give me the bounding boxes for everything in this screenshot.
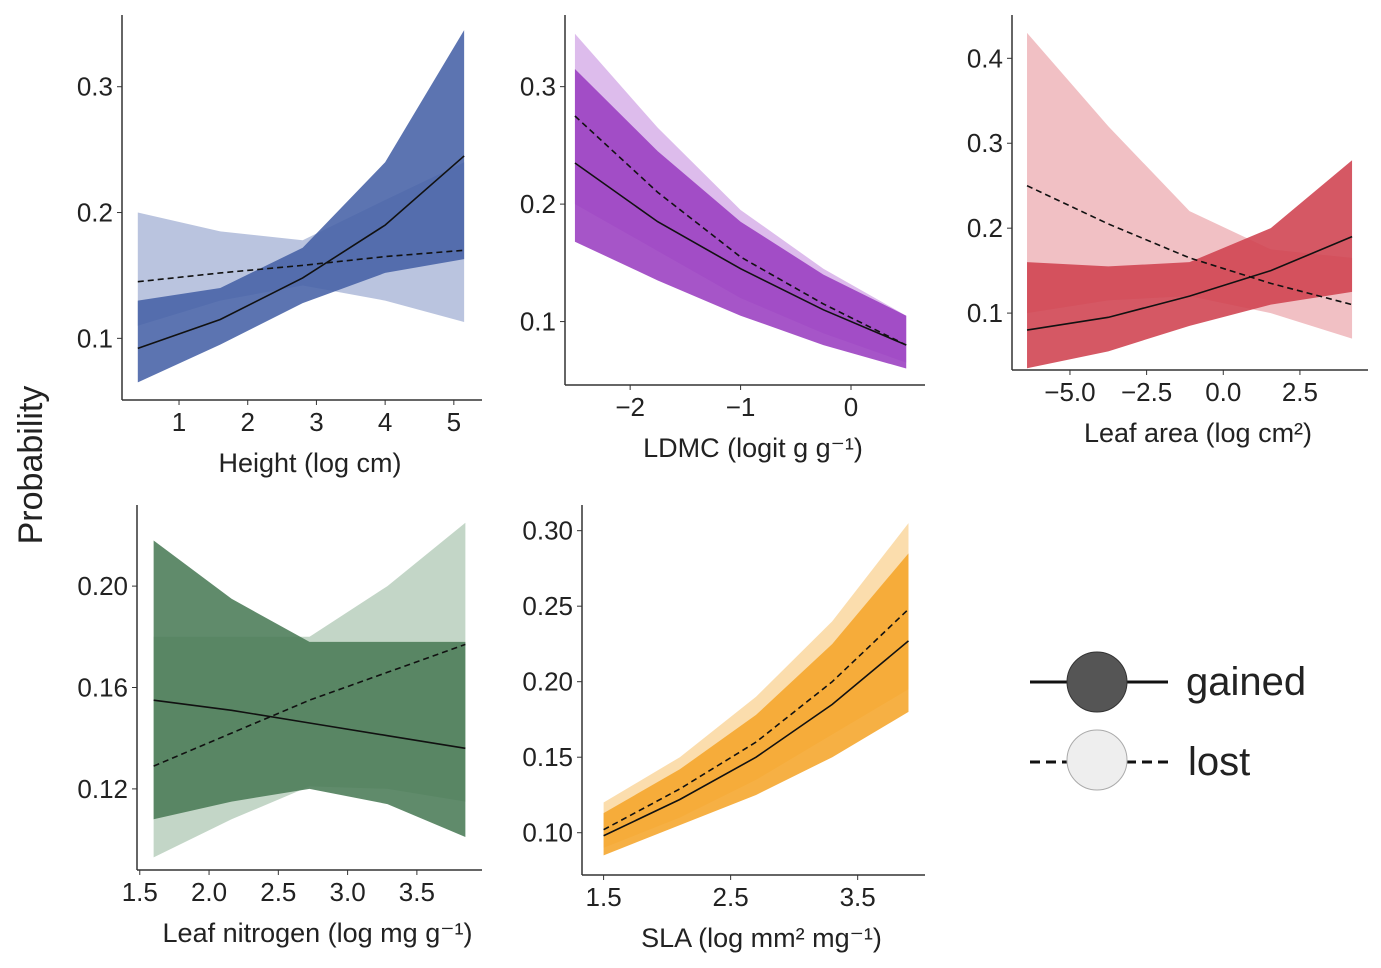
y-tick-label: 0.20 xyxy=(77,571,128,601)
y-tick-label: 0.16 xyxy=(77,673,128,703)
legend: gained lost xyxy=(1030,651,1306,791)
panel: 0.12 0.16 0.20 1.5 2.0 2.5 3.0 3.5 Leaf nitrogen… xyxy=(77,505,482,948)
trend-line xyxy=(574,115,907,346)
y-axis-label: Probability xyxy=(12,386,50,545)
y-tick-label: 0.1 xyxy=(967,298,1003,328)
x-tick-label: 4 xyxy=(378,407,392,437)
confidence-band xyxy=(603,553,909,856)
x-axis-label: Leaf area (log cm²) xyxy=(1084,418,1312,448)
x-tick-label: 2.5 xyxy=(260,877,296,907)
x-tick-label: −5.0 xyxy=(1044,377,1095,407)
y-tick-label: 0.4 xyxy=(967,43,1003,73)
y-tick-label: 0.12 xyxy=(77,774,128,804)
x-tick-label: 1.5 xyxy=(586,882,622,912)
x-tick-label: −2.5 xyxy=(1121,377,1172,407)
confidence-band xyxy=(153,540,466,838)
x-tick-label: 2 xyxy=(240,407,254,437)
trend-line xyxy=(137,155,465,350)
x-tick-label: 0.0 xyxy=(1205,377,1241,407)
y-tick-label: 0.1 xyxy=(77,323,113,353)
y-tick-label: 0.15 xyxy=(522,742,573,772)
panel: 0.1 0.2 0.3 0.4 −5.0 −2.5 0.0 2.5 Leaf area (log… xyxy=(967,15,1368,448)
trend-line xyxy=(603,640,909,837)
y-tick-label: 0.2 xyxy=(77,198,113,228)
x-tick-label: 1 xyxy=(172,407,186,437)
y-tick-label: 0.3 xyxy=(77,72,113,102)
y-tick-label: 0.20 xyxy=(522,667,573,697)
x-tick-label: 3.5 xyxy=(840,882,876,912)
trend-line xyxy=(603,608,910,831)
y-tick-label: 0.30 xyxy=(522,516,573,546)
panel: 0.1 0.2 0.3 −2 −1 0 LDMC (logit g g⁻¹) xyxy=(520,15,925,463)
legend-label: gained xyxy=(1186,660,1306,704)
legend-symbol xyxy=(1066,729,1128,791)
x-axis-label: SLA (log mm² mg⁻¹) xyxy=(641,923,882,953)
x-tick-label: −1 xyxy=(726,392,756,422)
x-tick-label: 1.5 xyxy=(122,877,158,907)
y-tick-label: 0.25 xyxy=(522,591,573,621)
legend-symbol xyxy=(1066,651,1128,713)
y-tick-label: 0.2 xyxy=(967,213,1003,243)
y-tick-label: 0.3 xyxy=(520,72,556,102)
x-tick-label: 3 xyxy=(309,407,323,437)
trend-line xyxy=(1026,184,1353,306)
x-tick-label: 3.0 xyxy=(330,877,366,907)
x-axis-label: LDMC (logit g g⁻¹) xyxy=(643,433,863,463)
y-tick-label: 0.2 xyxy=(520,189,556,219)
x-tick-label: 2.5 xyxy=(713,882,749,912)
panel: 0.1 0.2 0.3 1 2 3 4 5 Height (log cm) xyxy=(77,15,482,478)
confidence-band xyxy=(574,69,907,369)
x-axis-label: Height (log cm) xyxy=(218,448,401,478)
trend-line xyxy=(137,249,465,283)
trend-line xyxy=(153,699,466,750)
y-tick-label: 0.3 xyxy=(967,128,1003,158)
trend-line xyxy=(1026,235,1353,331)
x-tick-label: 0 xyxy=(844,392,858,422)
trend-line xyxy=(574,162,907,346)
x-tick-label: 2.5 xyxy=(1282,377,1318,407)
x-tick-label: 5 xyxy=(447,407,461,437)
panel: 0.10 0.15 0.20 0.25 0.30 1.5 2.5 3.5 SLA (log mm… xyxy=(522,505,925,953)
y-tick-label: 0.1 xyxy=(520,307,556,337)
y-tick-label: 0.10 xyxy=(522,818,573,848)
x-tick-label: −2 xyxy=(615,392,645,422)
confidence-band xyxy=(603,523,909,848)
confidence-band xyxy=(1027,160,1353,369)
legend-label: lost xyxy=(1188,740,1250,784)
x-tick-label: 2.0 xyxy=(191,877,227,907)
x-tick-label: 3.5 xyxy=(399,877,435,907)
x-axis-label: Leaf nitrogen (log mg g⁻¹) xyxy=(163,918,473,948)
confidence-band xyxy=(137,30,465,383)
